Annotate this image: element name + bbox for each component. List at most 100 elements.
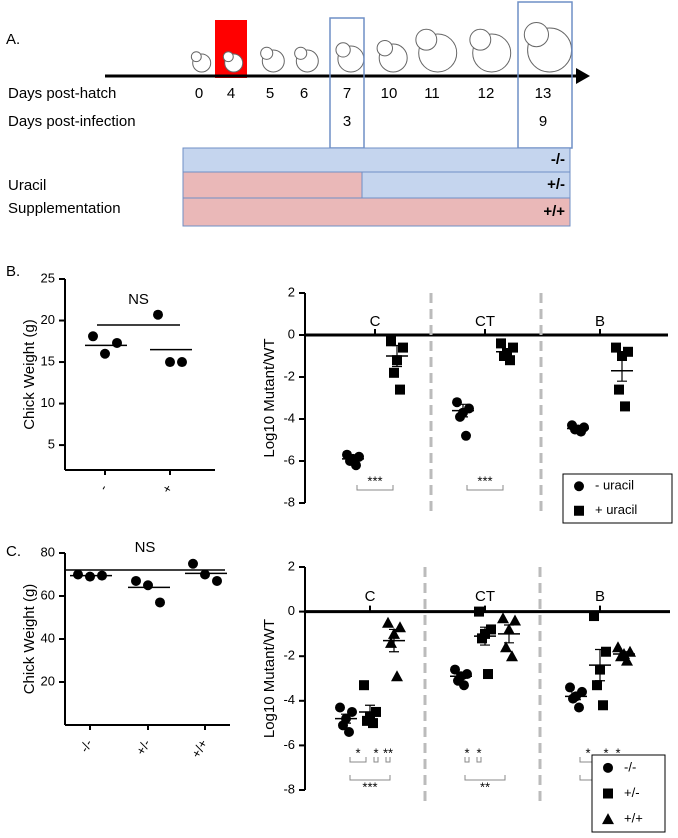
data-point — [621, 654, 633, 666]
legend-label: +/- — [624, 785, 640, 800]
data-point — [477, 633, 487, 644]
data-point — [85, 571, 95, 582]
significance-label: * — [355, 745, 360, 760]
data-point — [598, 700, 608, 711]
chick-head — [190, 51, 202, 63]
x-tick-label: - — [95, 482, 110, 493]
day-label: 11 — [424, 85, 440, 102]
error-bar — [619, 651, 629, 657]
significance-bracket — [385, 757, 391, 763]
data-point — [508, 342, 518, 353]
significance-label: ** — [480, 779, 490, 794]
group-bar — [182, 171, 363, 199]
data-point — [351, 460, 361, 471]
significance-bracket — [466, 485, 504, 491]
data-point — [389, 367, 399, 378]
group-label: B — [595, 313, 605, 330]
data-point — [143, 580, 153, 591]
infection-label: Days post-infection — [8, 113, 136, 130]
day-label: 4 — [227, 85, 235, 102]
data-point — [335, 702, 345, 713]
x-tick-label: -/- — [76, 737, 95, 755]
panel-label: B. — [6, 263, 20, 280]
y-tick-label: 80 — [41, 544, 55, 559]
y-tick-label: 60 — [41, 587, 55, 602]
chick-head — [335, 42, 351, 58]
data-point — [565, 682, 575, 693]
day-label: 0 — [195, 85, 203, 102]
significance-label: * — [464, 745, 469, 760]
chick-head — [523, 21, 550, 48]
data-point — [589, 611, 599, 622]
data-point — [165, 357, 175, 368]
data-point — [394, 621, 406, 633]
data-point — [100, 348, 110, 359]
y-tick-label: 25 — [41, 270, 55, 285]
data-point — [617, 351, 627, 361]
y-tick-label: 5 — [48, 437, 55, 452]
chick-head — [415, 28, 438, 51]
group-bar — [182, 147, 571, 173]
significance-bracket — [476, 757, 482, 763]
y-tick-label: 40 — [41, 630, 55, 645]
group-bar — [361, 171, 571, 199]
y-tick-label: -6 — [283, 737, 295, 752]
day-label: 6 — [300, 85, 308, 102]
significance-label: NS — [128, 291, 149, 308]
data-point — [601, 646, 611, 657]
significance-label: *** — [367, 473, 382, 488]
day-label: 10 — [381, 85, 398, 102]
data-point — [620, 401, 630, 412]
significance-label: ** — [383, 745, 393, 760]
y-tick-label: -4 — [283, 410, 295, 425]
y-axis-label: Chick Weight (g) — [21, 319, 38, 430]
data-point — [505, 355, 515, 366]
group-label: B — [595, 588, 605, 605]
chick-head — [222, 51, 234, 63]
significance-bracket — [349, 775, 391, 781]
y-tick-label: 2 — [288, 558, 295, 573]
legend-marker — [603, 788, 613, 799]
data-point — [177, 357, 187, 368]
day-label: 13 — [535, 85, 552, 102]
y-tick-label: -8 — [283, 494, 295, 509]
group-label: +/+ — [543, 203, 565, 220]
y-axis-label: Chick Weight (g) — [21, 584, 38, 695]
y-tick-label: 20 — [41, 312, 55, 327]
error-bar — [480, 626, 490, 646]
data-point — [500, 641, 512, 653]
significance-bracket — [349, 757, 367, 763]
panel-label: C. — [6, 543, 21, 560]
data-point — [497, 612, 509, 624]
data-point — [614, 384, 624, 395]
data-point — [623, 346, 633, 357]
y-tick-label: -2 — [283, 368, 295, 383]
significance-bracket — [356, 485, 394, 491]
y-tick-label: -4 — [283, 692, 295, 707]
y-tick-label: -6 — [283, 452, 295, 467]
data-point — [188, 558, 198, 569]
error-bar — [502, 348, 512, 356]
group-label: C — [365, 588, 376, 605]
y-tick-label: -2 — [283, 648, 295, 663]
data-point — [499, 351, 509, 361]
error-bar — [456, 673, 466, 680]
error-bar — [389, 628, 399, 653]
data-point — [452, 397, 462, 408]
data-point — [391, 670, 403, 682]
data-point — [359, 680, 369, 691]
error-bar — [392, 344, 402, 368]
x-tick-label: +/+ — [188, 737, 210, 761]
data-point — [368, 718, 378, 729]
data-point — [344, 727, 354, 738]
y-tick-label: 10 — [41, 395, 55, 410]
x-tick-label: + — [159, 482, 176, 496]
error-bar — [341, 713, 351, 724]
group-bar — [182, 197, 571, 227]
y-axis-label: Log10 Mutant/WT — [261, 338, 278, 457]
data-point — [155, 597, 165, 608]
data-point — [73, 569, 83, 580]
significance-label: * — [373, 745, 378, 760]
chick-head — [376, 40, 393, 57]
